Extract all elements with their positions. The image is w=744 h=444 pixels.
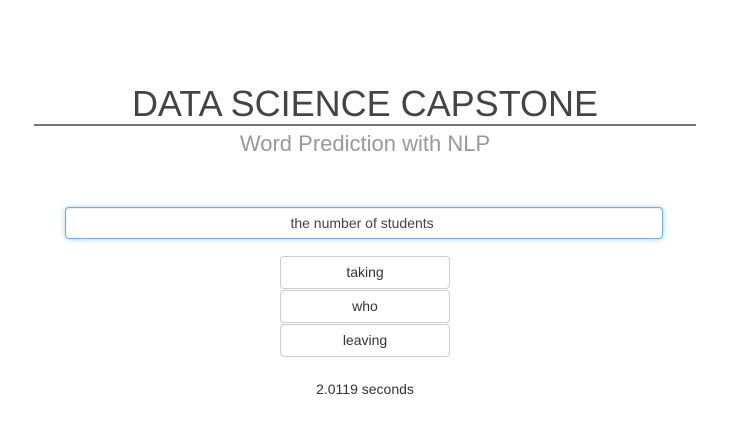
title-divider (34, 124, 696, 126)
prediction-button-3[interactable]: leaving (280, 324, 450, 357)
prediction-button-1[interactable]: taking (280, 256, 450, 289)
page-subtitle: Word Prediction with NLP (239, 131, 491, 156)
prediction-button-2[interactable]: who (280, 290, 450, 323)
prediction-list: taking who leaving (280, 256, 450, 358)
elapsed-time: 2.0119 seconds (316, 381, 414, 397)
text-input[interactable] (65, 207, 663, 239)
page-title: DATA SCIENCE CAPSTONE (131, 83, 599, 124)
